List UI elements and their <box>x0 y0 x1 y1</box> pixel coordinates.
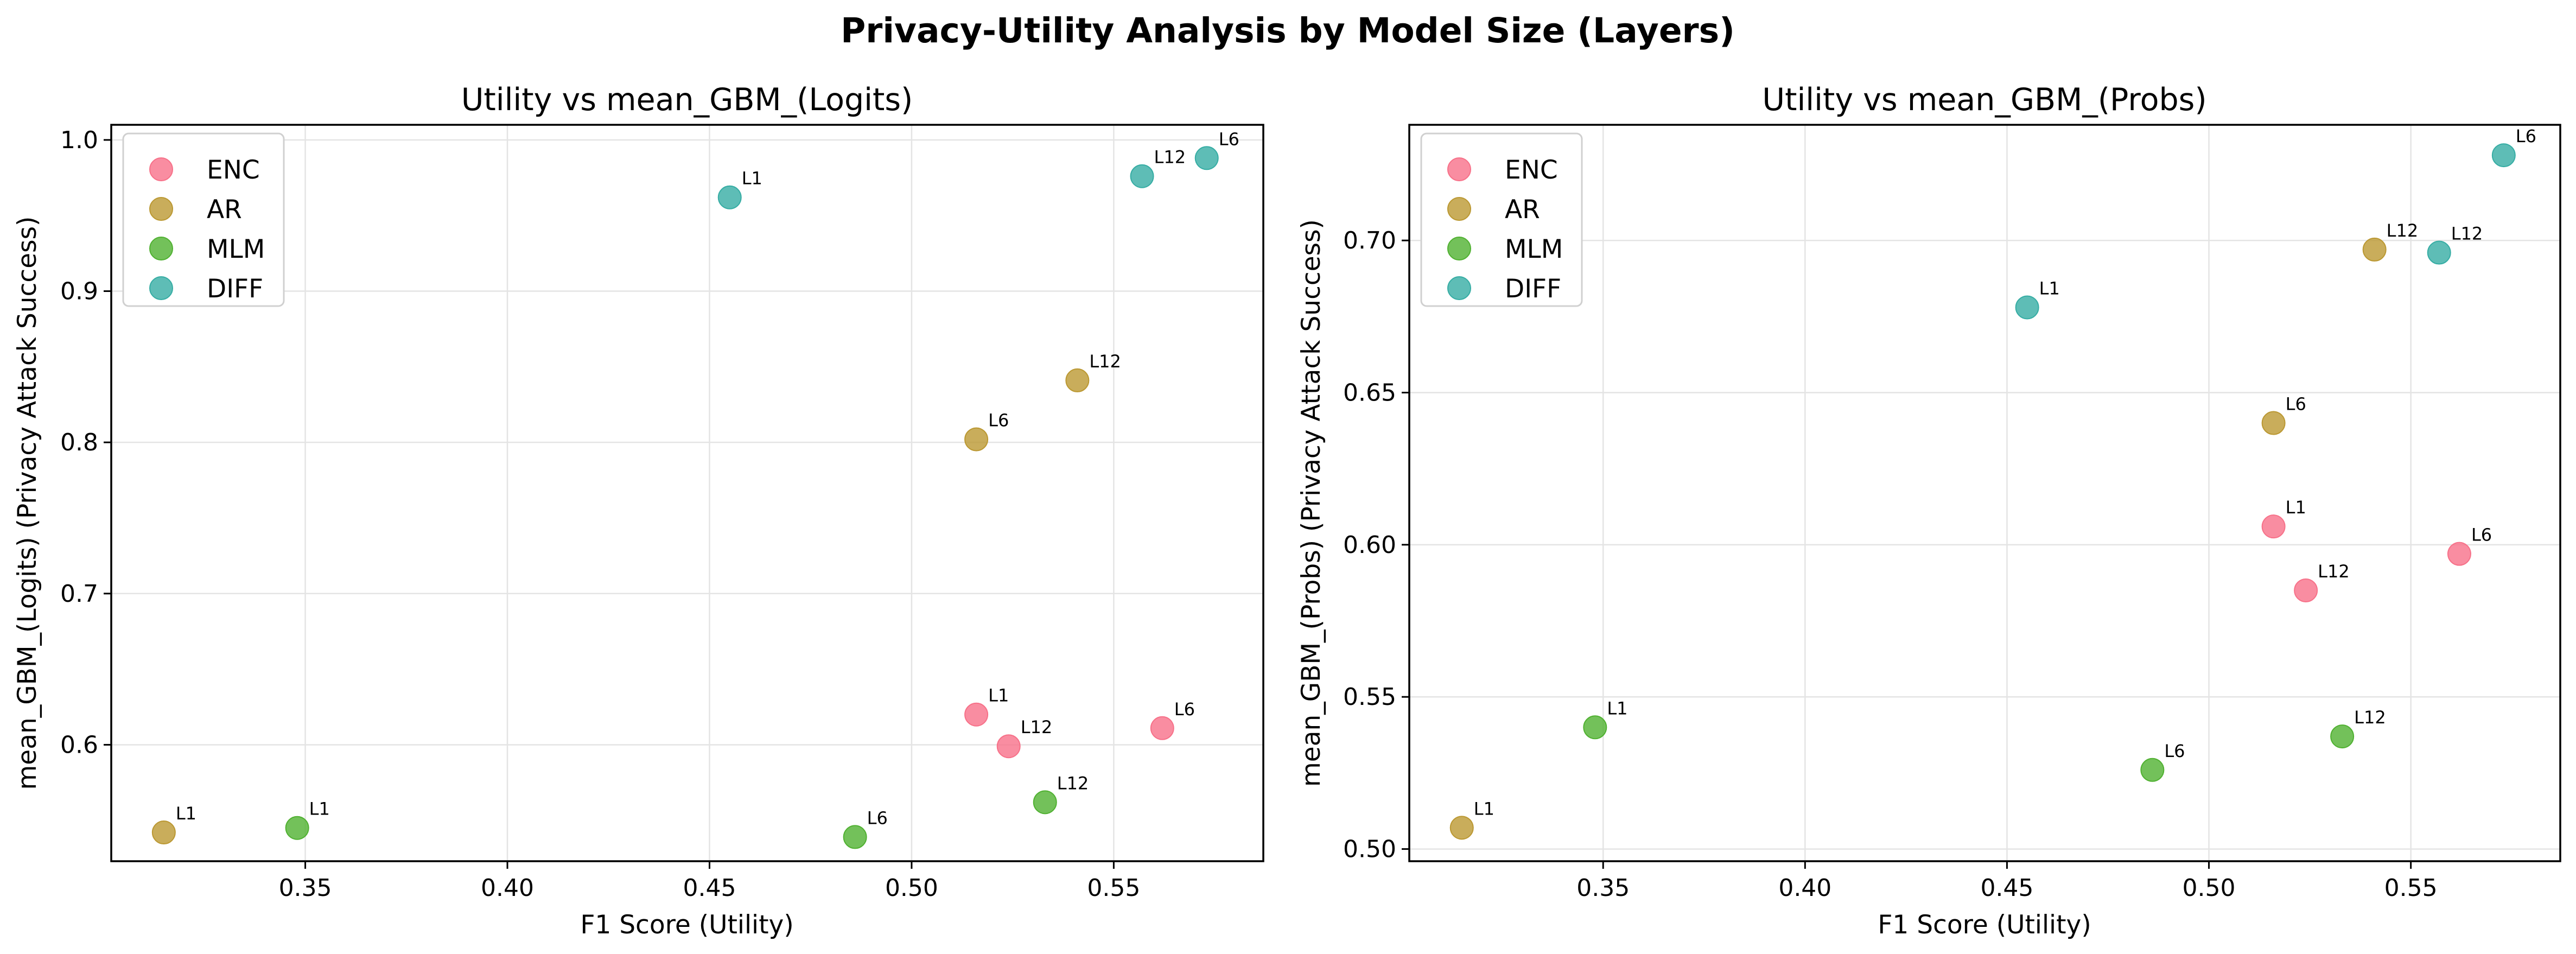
right-chart-legend-marker-diff <box>1447 276 1471 300</box>
right-chart-point-mlm-l1 <box>1583 715 1607 740</box>
right-chart-legend-marker-enc <box>1447 157 1471 181</box>
left-chart-point-label: L1 <box>742 168 762 189</box>
right-chart-point-label: L12 <box>2387 220 2419 241</box>
left-chart-point-ar-l12 <box>1065 368 1090 392</box>
left-chart-title: Utility vs mean_GBM_(Logits) <box>461 82 913 118</box>
right-chart-ytick-label: 0.55 <box>1343 683 1396 711</box>
right-chart-axes-frame <box>1408 124 2561 862</box>
right-chart-ytick-label: 0.50 <box>1343 836 1396 863</box>
right-chart-point-label: L6 <box>2516 126 2536 147</box>
left-chart-ytick-label: 0.8 <box>60 429 98 456</box>
left-chart-xtick-label: 0.35 <box>279 874 332 902</box>
left-chart: Utility vs mean_GBM_(Logits) F1 Score (U… <box>12 82 1264 940</box>
right-chart-point-enc-l1 <box>2261 514 2286 539</box>
right-chart-point-ar-l6 <box>2261 411 2286 435</box>
right-chart-point-label: L1 <box>1474 798 1494 819</box>
right-chart-point-label: L6 <box>2286 394 2306 415</box>
right-chart-point-label: L6 <box>2164 741 2185 761</box>
right-chart-point-label: L1 <box>2039 278 2060 298</box>
left-chart-legend-label-enc: ENC <box>207 155 260 185</box>
left-chart-ytick-label: 0.6 <box>60 731 98 759</box>
right-chart-point-label: L12 <box>2451 224 2483 244</box>
left-chart-point-diff-l6 <box>1194 146 1219 170</box>
left-chart-point-ar-l1 <box>151 821 176 845</box>
left-chart-legend-marker-mlm <box>149 237 173 260</box>
right-chart-point-diff-l6 <box>2491 143 2516 168</box>
left-chart-point-label: L1 <box>309 799 330 819</box>
right-chart-ylabel: mean_GBM_(Probs) (Privacy Attack Success… <box>1296 219 1326 787</box>
right-chart-legend-marker-mlm <box>1447 237 1471 260</box>
left-chart-point-mlm-l6 <box>843 825 867 849</box>
left-chart-legend-marker-diff <box>149 276 173 300</box>
left-chart-ytick-label: 0.9 <box>60 278 98 306</box>
left-chart-axes-frame <box>110 124 1264 862</box>
left-chart-point-label: L6 <box>867 807 888 828</box>
right-chart-title: Utility vs mean_GBM_(Probs) <box>1762 82 2206 118</box>
right-chart-legend: ENC AR MLM DIFF <box>1420 132 1583 307</box>
right-chart-xtick-label: 0.35 <box>1576 874 1630 902</box>
left-chart-point-enc-l12 <box>996 734 1021 759</box>
left-chart-legend: ENC AR MLM DIFF <box>122 132 285 307</box>
right-chart-ytick-label: 0.65 <box>1343 379 1396 406</box>
left-chart-point-ar-l6 <box>964 427 989 451</box>
left-chart-point-label: L1 <box>988 685 1009 706</box>
left-chart-xtick-label: 0.50 <box>885 874 938 902</box>
left-chart-point-diff-l1 <box>717 185 742 209</box>
left-chart-ytick-label: 0.7 <box>60 580 98 608</box>
right-chart-legend-label-diff: DIFF <box>1505 274 1561 304</box>
right-chart-xtick-label: 0.40 <box>1778 874 1831 902</box>
left-chart-point-label: L12 <box>1089 351 1121 372</box>
right-chart-point-diff-l1 <box>2015 295 2039 320</box>
left-chart-point-label: L6 <box>1174 699 1195 720</box>
left-chart-point-label: L6 <box>1219 129 1239 149</box>
right-chart-point-enc-l12 <box>2294 578 2318 602</box>
figure-title: Privacy-Utility Analysis by Model Size (… <box>841 11 1735 50</box>
left-chart-ylabel: mean_GBM_(Logits) (Privacy Attack Succes… <box>12 217 42 790</box>
right-chart-point-diff-l12 <box>2427 240 2451 265</box>
right-chart-point-label: L6 <box>2471 525 2492 545</box>
right-chart-point-enc-l6 <box>2447 542 2471 566</box>
left-chart-xlabel: F1 Score (Utility) <box>580 910 793 940</box>
right-chart-point-label: L12 <box>2318 561 2350 582</box>
left-chart-ytick-label: 1.0 <box>60 126 98 154</box>
left-chart-point-label: L12 <box>1021 717 1053 737</box>
right-chart-point-label: L1 <box>1607 698 1627 718</box>
right-chart-ytick-label: 0.60 <box>1343 531 1396 559</box>
left-chart-point-label: L6 <box>988 410 1009 431</box>
left-chart-legend-label-ar: AR <box>207 195 242 225</box>
left-chart-legend-marker-enc <box>149 157 173 181</box>
right-chart-legend-label-ar: AR <box>1505 195 1540 225</box>
right-chart-point-ar-l1 <box>1449 816 1474 840</box>
right-chart-point-label: L12 <box>2354 707 2386 728</box>
right-chart: Utility vs mean_GBM_(Probs) F1 Score (Ut… <box>1296 82 2561 940</box>
left-chart-legend-marker-ar <box>149 197 173 221</box>
left-chart-point-label: L1 <box>176 803 196 824</box>
right-chart-legend-label-mlm: MLM <box>1505 234 1563 264</box>
right-chart-point-label: L1 <box>2286 497 2306 518</box>
right-chart-point-mlm-l6 <box>2140 758 2165 782</box>
right-chart-point-mlm-l12 <box>2330 724 2355 749</box>
left-chart-xtick-label: 0.45 <box>683 874 736 902</box>
left-chart-point-diff-l12 <box>1130 164 1154 188</box>
left-chart-xtick-label: 0.40 <box>481 874 534 902</box>
left-chart-point-mlm-l12 <box>1033 790 1057 815</box>
right-chart-ytick-label: 0.70 <box>1343 227 1396 255</box>
left-chart-legend-label-mlm: MLM <box>207 234 265 264</box>
left-chart-point-enc-l1 <box>964 702 989 727</box>
right-chart-xtick-label: 0.50 <box>2183 874 2236 902</box>
left-chart-point-label: L12 <box>1154 147 1186 168</box>
right-chart-legend-marker-ar <box>1447 197 1471 221</box>
right-chart-xlabel: F1 Score (Utility) <box>1878 910 2091 940</box>
right-chart-legend-label-enc: ENC <box>1505 155 1558 185</box>
left-chart-xtick-label: 0.55 <box>1087 874 1140 902</box>
left-chart-point-label: L12 <box>1057 773 1089 793</box>
right-chart-point-ar-l12 <box>2362 237 2387 262</box>
right-chart-xtick-label: 0.55 <box>2384 874 2438 902</box>
left-chart-point-enc-l6 <box>1150 716 1174 740</box>
left-chart-point-mlm-l1 <box>285 816 309 840</box>
right-chart-xtick-label: 0.45 <box>1980 874 2033 902</box>
left-chart-legend-label-diff: DIFF <box>207 274 263 304</box>
